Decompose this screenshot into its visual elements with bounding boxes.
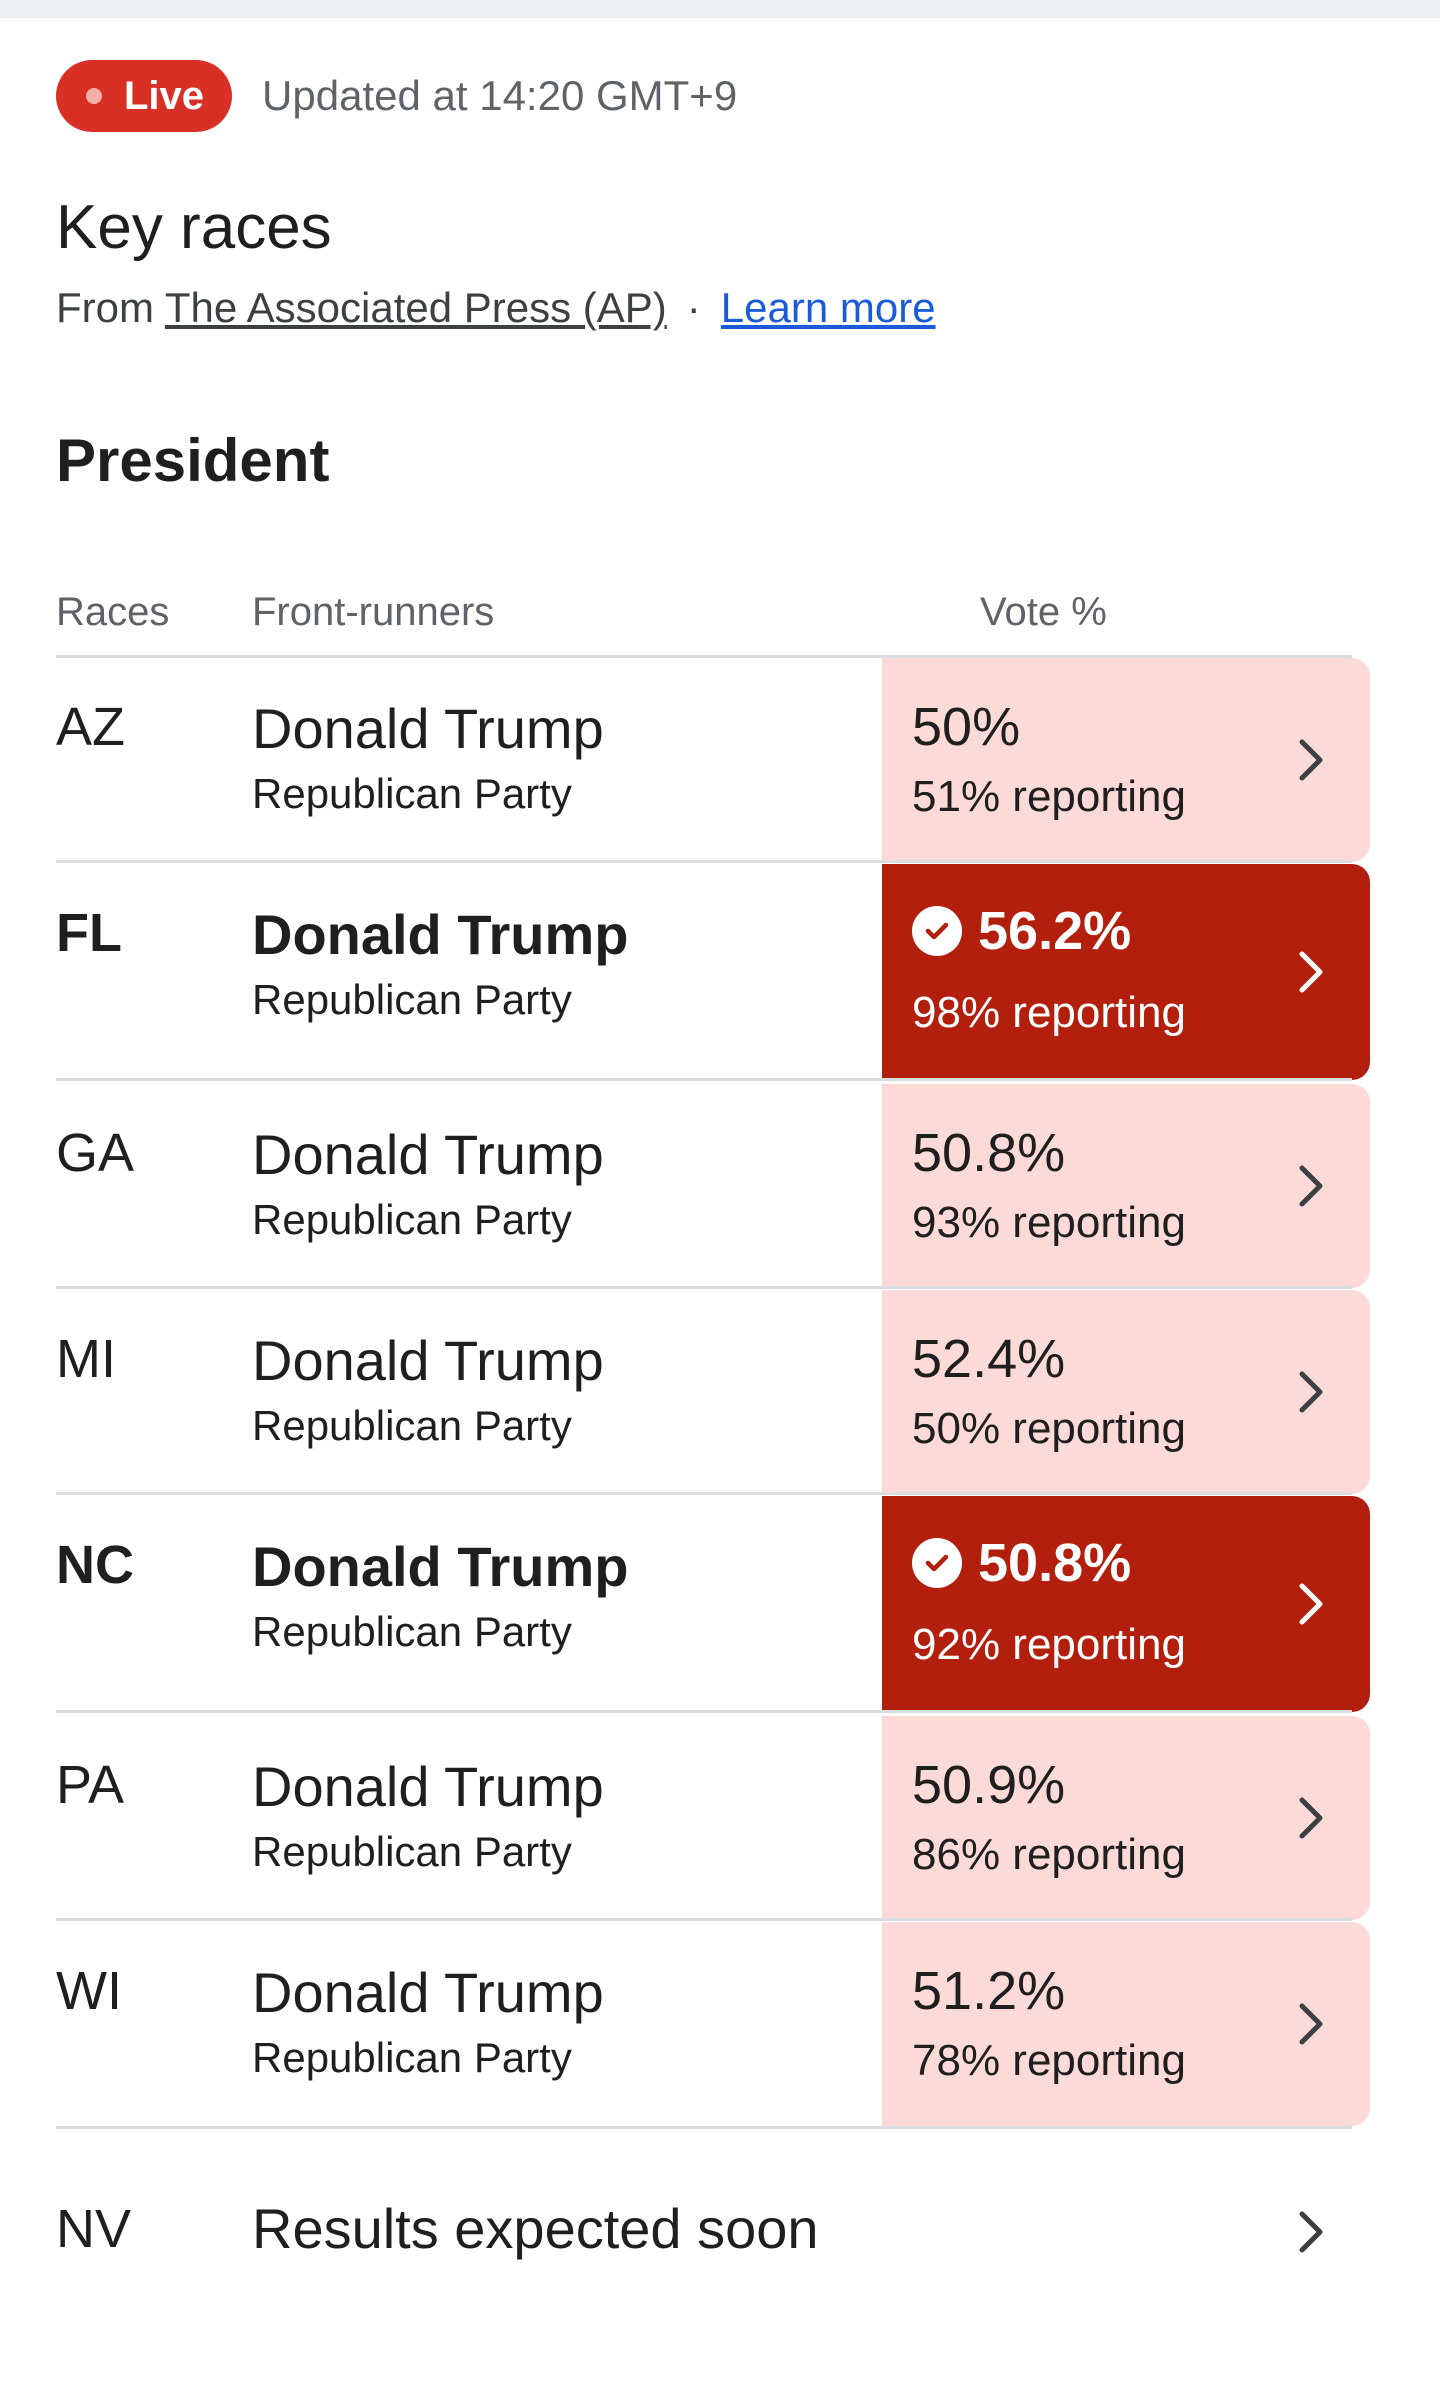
column-header-vote: Vote %: [980, 590, 1107, 634]
chevron-right-icon: [1299, 1165, 1323, 1207]
column-header-races: Races: [56, 590, 170, 634]
vote-percentage: 50.9%: [912, 1755, 1066, 1815]
chevron-right-icon: [1299, 2003, 1323, 2045]
reporting-percentage: 50% reporting: [912, 1404, 1186, 1453]
pending-results-text: Results expected soon: [252, 2197, 819, 2260]
source-line: From The Associated Press (AP) · Learn mor…: [56, 284, 936, 332]
reporting-percentage: 98% reporting: [912, 988, 1186, 1037]
state-code: MI: [56, 1329, 116, 1389]
chevron-right-icon: [1299, 1797, 1323, 1839]
race-row-nv[interactable]: NV Results expected soon: [56, 2180, 1370, 2280]
state-code: WI: [56, 1961, 122, 2021]
row-divider: [56, 1078, 1352, 1081]
vote-percentage-wrap: 50%: [912, 696, 1020, 758]
state-code: AZ: [56, 697, 126, 757]
race-row-fl[interactable]: FL Donald Trump Republican Party 56.2% 9…: [56, 864, 1370, 1080]
row-divider: [56, 1918, 1352, 1921]
vote-percentage-wrap: 50.8%: [912, 1532, 1131, 1594]
race-row-nc[interactable]: NC Donald Trump Republican Party 50.8% 9…: [56, 1496, 1370, 1712]
candidate-party: Republican Party: [252, 976, 572, 1023]
reporting-percentage: 78% reporting: [912, 2036, 1186, 2085]
chevron-right-icon: [1299, 739, 1323, 781]
candidate-name: Donald Trump: [252, 1535, 629, 1598]
reporting-percentage: 93% reporting: [912, 1198, 1186, 1247]
source-separator: ·: [686, 284, 701, 331]
vote-percentage-wrap: 50.9%: [912, 1754, 1065, 1816]
candidate-party: Republican Party: [252, 1828, 572, 1875]
vote-percentage-wrap: 50.8%: [912, 1122, 1065, 1184]
vote-percentage-wrap: 51.2%: [912, 1960, 1065, 2022]
vote-box-leading[interactable]: 52.4% 50% reporting: [882, 1290, 1370, 1494]
candidate-party: Republican Party: [252, 1608, 572, 1655]
vote-percentage: 50.8%: [912, 1123, 1066, 1183]
candidate-name: Donald Trump: [252, 903, 629, 966]
vote-percentage-wrap: 56.2%: [912, 900, 1131, 962]
candidate-party: Republican Party: [252, 1196, 572, 1243]
learn-more-link[interactable]: Learn more: [720, 284, 936, 331]
row-divider: [56, 1710, 1352, 1713]
race-row-wi[interactable]: WI Donald Trump Republican Party 51.2% 7…: [56, 1922, 1370, 2126]
row-divider: [56, 860, 1352, 863]
chevron-right-icon: [1299, 2211, 1323, 2253]
reporting-percentage: 51% reporting: [912, 772, 1186, 821]
race-row-ga[interactable]: GA Donald Trump Republican Party 50.8% 9…: [56, 1084, 1370, 1288]
state-code: FL: [56, 903, 122, 963]
vote-percentage: 52.4%: [912, 1329, 1066, 1389]
candidate-name: Donald Trump: [252, 1755, 604, 1818]
page-title: Key races: [56, 193, 332, 262]
race-row-az[interactable]: AZ Donald Trump Republican Party 50% 51%…: [56, 658, 1370, 862]
row-divider: [56, 2126, 1352, 2129]
vote-box-leading[interactable]: 50% 51% reporting: [882, 658, 1370, 862]
vote-percentage-wrap: 52.4%: [912, 1328, 1065, 1390]
candidate-name: Donald Trump: [252, 697, 604, 760]
vote-percentage: 51.2%: [912, 1961, 1066, 2021]
reporting-percentage: 86% reporting: [912, 1830, 1186, 1879]
ap-source-link[interactable]: The Associated Press (AP): [164, 284, 667, 331]
live-badge: Live: [56, 60, 233, 132]
top-band: [0, 0, 1440, 18]
vote-percentage: 50.8%: [978, 1533, 1132, 1593]
candidate-party: Republican Party: [252, 770, 572, 817]
candidate-name: Donald Trump: [252, 1329, 604, 1392]
candidate-party: Republican Party: [252, 2034, 572, 2081]
chevron-right-icon: [1299, 1371, 1323, 1413]
live-dot-icon: [86, 88, 102, 104]
row-divider: [56, 1492, 1352, 1495]
candidate-name: Donald Trump: [252, 1123, 604, 1186]
vote-box-called[interactable]: 50.8% 92% reporting: [882, 1496, 1370, 1712]
race-row-pa[interactable]: PA Donald Trump Republican Party 50.9% 8…: [56, 1716, 1370, 1920]
vote-box-leading[interactable]: 50.9% 86% reporting: [882, 1716, 1370, 1920]
reporting-percentage: 92% reporting: [912, 1620, 1186, 1669]
race-row-mi[interactable]: MI Donald Trump Republican Party 52.4% 5…: [56, 1290, 1370, 1494]
live-label: Live: [124, 73, 205, 118]
check-circle-icon: [912, 1538, 962, 1588]
state-code: NV: [56, 2199, 132, 2259]
candidate-name: Donald Trump: [252, 1961, 604, 2024]
state-code: NC: [56, 1535, 134, 1595]
section-title-president: President: [56, 427, 330, 494]
column-header-front-runners: Front-runners: [252, 590, 495, 634]
state-code: PA: [56, 1755, 125, 1815]
vote-percentage: 56.2%: [978, 901, 1132, 961]
vote-percentage: 50%: [912, 697, 1021, 757]
chevron-right-icon: [1299, 1583, 1323, 1625]
live-header: Live Updated at 14:20 GMT+9: [56, 60, 737, 132]
state-code: GA: [56, 1123, 135, 1183]
source-prefix: From: [56, 284, 165, 331]
vote-box-leading[interactable]: 51.2% 78% reporting: [882, 1922, 1370, 2126]
updated-timestamp: Updated at 14:20 GMT+9: [262, 72, 738, 119]
row-divider: [56, 1286, 1352, 1289]
vote-box-called[interactable]: 56.2% 98% reporting: [882, 864, 1370, 1080]
candidate-party: Republican Party: [252, 1402, 572, 1449]
chevron-right-icon: [1299, 951, 1323, 993]
vote-box-leading[interactable]: 50.8% 93% reporting: [882, 1084, 1370, 1288]
check-circle-icon: [912, 906, 962, 956]
row-divider: [56, 655, 1352, 658]
